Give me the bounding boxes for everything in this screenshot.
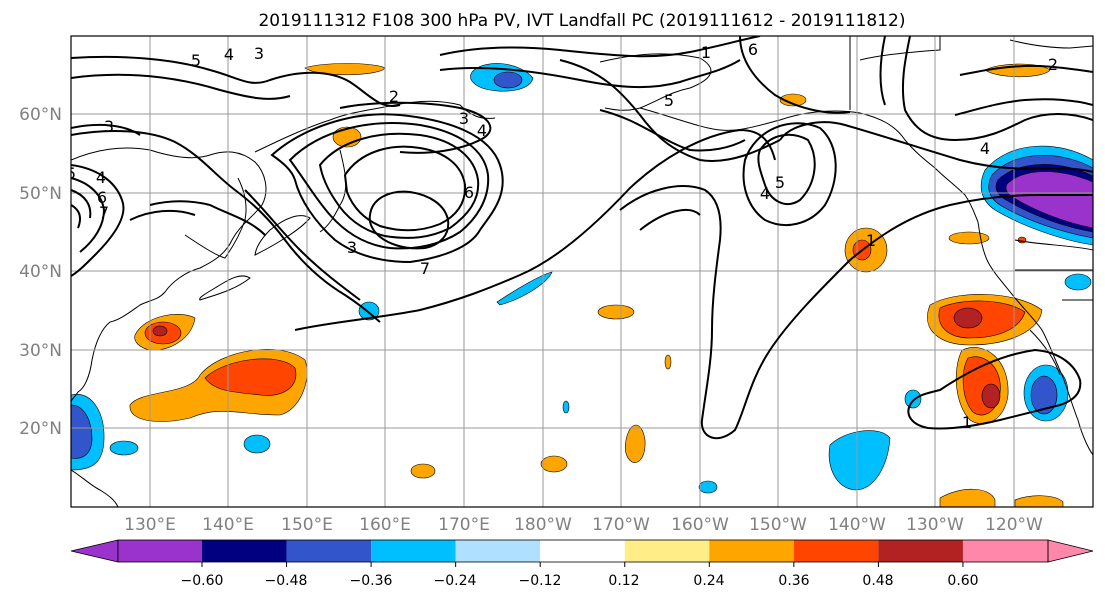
colorbar-swatch [793, 540, 879, 562]
contour-label: 6 [748, 40, 758, 59]
lon-label: 140°W [828, 515, 886, 535]
contour-label: 5 [775, 173, 785, 192]
colorbar-swatch [962, 540, 1048, 562]
lon-label: 160°E [359, 515, 411, 535]
contour-label: 5 [664, 91, 674, 110]
lat-label: 60°N [19, 105, 62, 125]
lon-label: 150°E [281, 515, 333, 535]
colorbar-swatch [371, 540, 456, 562]
colorbar-extend-low [70, 539, 119, 563]
colorbar-swatch [878, 540, 963, 562]
ivt-shading [71, 63, 1093, 507]
colorbar-frame [117, 539, 1049, 563]
contour-label: 1 [962, 413, 972, 432]
contour-label: 5 [191, 51, 201, 70]
contour-label: 3 [459, 109, 469, 128]
contour-label: 4 [224, 45, 234, 64]
contour-label: 3 [104, 117, 114, 136]
contour-label: 3 [347, 238, 357, 257]
lon-label: 120°W [985, 515, 1043, 535]
figure-title: 2019111312 F108 300 hPa PV, IVT Landfall… [258, 11, 905, 31]
colorbar-tick-label: −0.24 [434, 573, 477, 589]
pv-contours [71, 36, 1093, 440]
lat-label: 30°N [19, 341, 62, 361]
lat-label: 40°N [19, 262, 62, 282]
colorbar-swatch [540, 540, 625, 562]
contour-label: 4 [96, 168, 106, 187]
lon-label: 130°W [906, 515, 964, 535]
colorbar-swatch [286, 540, 372, 562]
contour-label: 3 [254, 44, 264, 63]
contour-label: 1 [866, 231, 876, 250]
contour-label: 6 [464, 183, 474, 202]
contour-label: 4 [477, 121, 487, 140]
lon-label: 170°E [438, 515, 490, 535]
colorbar-extend-high [1047, 539, 1094, 563]
lat-label: 20°N [19, 419, 62, 439]
colorbar-ticks: −0.60 −0.48 −0.36 −0.24 −0.12 0.12 0.24 … [181, 573, 979, 589]
lat-label: 50°N [19, 184, 62, 204]
latitude-labels: 60°N 50°N 40°N 30°N 20°N [19, 105, 62, 439]
contour-label: 4 [760, 184, 770, 203]
lon-label: 170°W [592, 515, 650, 535]
lon-label: 160°W [671, 515, 729, 535]
lon-label: 130°E [124, 515, 176, 535]
contour-label: 4 [980, 139, 990, 158]
colorbar-swatch [202, 540, 287, 562]
colorbar-tick-label: 0.12 [608, 573, 639, 589]
contour-label: 7 [99, 203, 109, 222]
colorbar-tick-label: −0.36 [350, 573, 393, 589]
colorbar [70, 539, 1094, 567]
contour-label: 2 [389, 87, 399, 106]
colorbar-tick-label: −0.48 [265, 573, 308, 589]
longitude-labels: 130°E 140°E 150°E 160°E 170°E 180°W 170°… [124, 515, 1043, 535]
colorbar-tick-label: −0.60 [181, 573, 224, 589]
colorbar-tick-label: 0.48 [862, 573, 893, 589]
colorbar-swatch [709, 540, 794, 562]
map-frame [70, 35, 1094, 508]
colorbar-swatch [118, 540, 202, 562]
lon-label: 150°W [749, 515, 807, 535]
gridlines [71, 36, 1093, 507]
colorbar-tick-label: 0.24 [693, 573, 724, 589]
contour-label: 1 [701, 43, 711, 62]
colorbar-tick-label: −0.12 [519, 573, 562, 589]
colorbar-tick-label: 0.36 [778, 573, 809, 589]
contour-labels: 5 4 3 3 2 3 4 6 7 6 5 4 5 1 1 2 4 6 7 3 … [66, 40, 1058, 432]
colorbar-tick-label: 0.60 [947, 573, 978, 589]
lon-label: 180°W [514, 515, 572, 535]
contour-label: 6 [97, 188, 107, 207]
contour-label: 5 [66, 164, 76, 183]
colorbar-swatch [455, 540, 541, 562]
contour-label: 7 [420, 259, 430, 278]
colorbar-swatch [624, 540, 710, 562]
lon-label: 140°E [202, 515, 254, 535]
contour-label: 2 [1048, 55, 1058, 74]
